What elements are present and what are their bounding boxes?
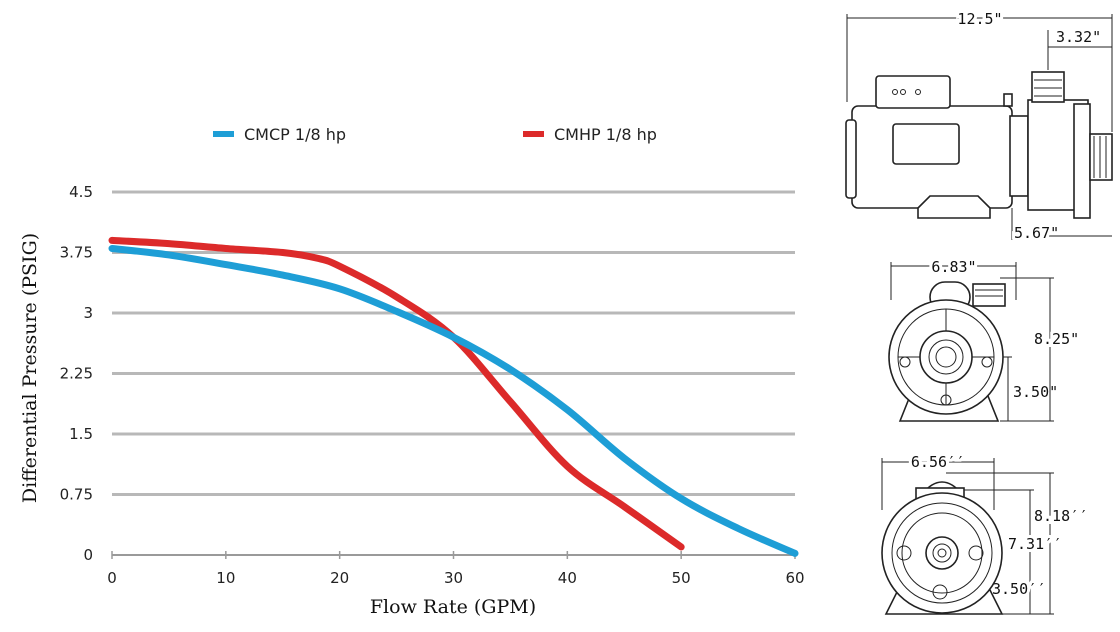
dim-overall-length: 12.5" bbox=[957, 10, 1002, 28]
x-tick-label: 40 bbox=[558, 569, 577, 587]
dim-front1-height: 8.25" bbox=[1034, 330, 1079, 348]
y-tick-labels: 0 0.75 1.5 2.25 3 3.75 4.5 bbox=[60, 183, 93, 564]
pump-front-view-drawing-2: 6.56′′ 8.18′′ 7.31′′ 3.50′′ bbox=[881, 450, 1091, 615]
dim-front2-center: 3.50′′ bbox=[992, 580, 1046, 598]
y-tick-label: 3 bbox=[83, 304, 93, 322]
series-line-cmcp bbox=[108, 244, 799, 557]
x-tick-label: 60 bbox=[785, 569, 804, 587]
dim-front2-port: 7.31′′ bbox=[1008, 535, 1062, 553]
dim-port-length: 3.32" bbox=[1056, 28, 1101, 46]
series-layer bbox=[108, 236, 799, 557]
x-tick-label: 10 bbox=[216, 569, 235, 587]
y-tick-label: 4.5 bbox=[69, 183, 93, 201]
legend-label-cmhp: CMHP 1/8 hp bbox=[554, 125, 657, 144]
y-tick-label: 0.75 bbox=[60, 486, 93, 504]
dim-front2-height: 8.18′′ bbox=[1034, 507, 1088, 525]
y-axis-title: Differential Pressure (PSIG) bbox=[19, 233, 41, 503]
x-tick-label: 20 bbox=[330, 569, 349, 587]
y-tick-label: 3.75 bbox=[60, 244, 93, 262]
y-tick-label: 0 bbox=[83, 546, 93, 564]
x-tick-label: 50 bbox=[672, 569, 691, 587]
dim-front1-center: 3.50" bbox=[1013, 383, 1058, 401]
pump-front-view-drawing-1: 6.83" 8.25" 3.50" bbox=[888, 255, 1082, 422]
x-tick-labels: 0 10 20 30 40 50 60 bbox=[107, 569, 804, 587]
legend-label-cmcp: CMCP 1/8 hp bbox=[244, 125, 346, 144]
y-tick-label: 2.25 bbox=[60, 365, 93, 383]
pump-side-view-drawing: 12.5" 3.32" 5.67" bbox=[845, 7, 1113, 245]
y-tick-label: 1.5 bbox=[69, 425, 93, 443]
x-axis-title: Flow Rate (GPM) bbox=[370, 596, 536, 618]
grid-lines bbox=[111, 190, 796, 559]
series-line-cmhp bbox=[108, 236, 685, 551]
x-tick-label: 30 bbox=[444, 569, 463, 587]
dim-front2-width: 6.56′′ bbox=[911, 453, 965, 471]
dim-base-length: 5.67" bbox=[1014, 224, 1059, 242]
legend: CMCP 1/8 hp CMHP 1/8 hp bbox=[213, 125, 657, 144]
x-tick-label: 0 bbox=[107, 569, 117, 587]
dim-front1-width: 6.83" bbox=[931, 258, 976, 276]
